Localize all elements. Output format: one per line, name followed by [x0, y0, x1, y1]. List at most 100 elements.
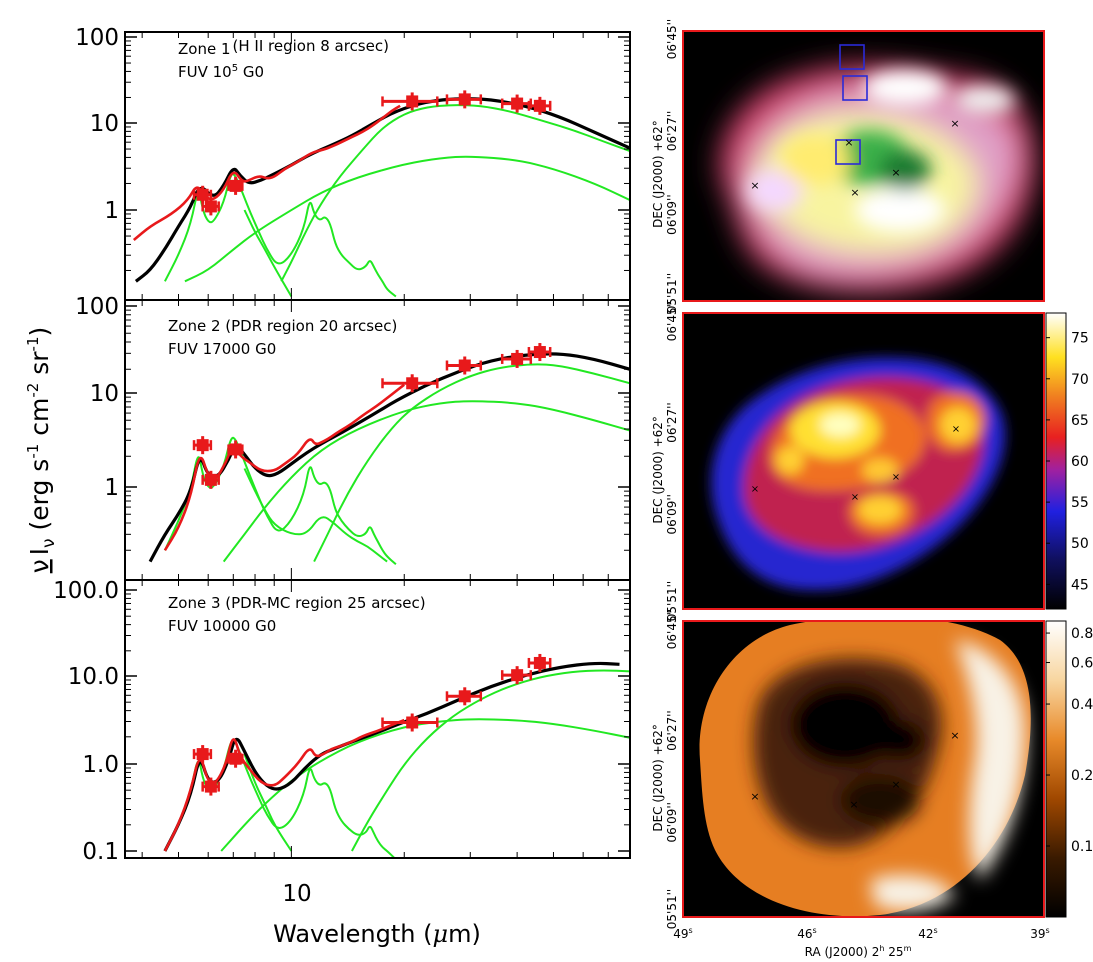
marker: ×	[849, 798, 858, 811]
y-tick-label: 1	[104, 198, 119, 224]
y-tick-label: 10	[90, 111, 119, 137]
photometry-point	[527, 96, 552, 115]
series-pah_component	[163, 436, 397, 566]
marker: ×	[952, 424, 960, 435]
marker: ×	[844, 136, 853, 149]
y-tick-label: 1.0	[82, 752, 119, 778]
series-spectrum	[163, 718, 405, 852]
colorbar-temperature-label: 70	[1071, 372, 1089, 388]
dec-tick-label: 06'27''	[665, 402, 679, 442]
photometry-point	[381, 92, 439, 111]
dec-tick-label: 06'27''	[665, 710, 679, 750]
photometry-point	[445, 90, 483, 109]
marker: ×	[751, 484, 759, 495]
y-tick-label: 0.1	[82, 839, 119, 865]
photometry-point	[192, 436, 213, 455]
photometry-point	[500, 349, 533, 368]
dec-axes: 06'45'' 06'27'' 06'09'' 05'51'' DEC (J2000) …	[651, 19, 679, 929]
marker: ×	[891, 166, 900, 179]
series-stellar	[243, 753, 293, 852]
ra-axis: 49s 46s 42s 39s RA (J2000) 2h 25m	[673, 926, 1049, 959]
colorbar-tau-ticks: 0.8 0.6 0.4 0.2 0.1	[1046, 626, 1093, 855]
map-c-label: (c)	[688, 625, 708, 643]
photometry-point	[192, 185, 213, 204]
y-tick-label: 1	[104, 475, 119, 501]
photometry-point	[381, 713, 439, 732]
photometry-point	[227, 749, 244, 768]
marker: ×	[891, 778, 900, 791]
photometry-point	[201, 470, 220, 489]
dec-axis-label: DEC (J2000) +62°	[651, 416, 665, 524]
sed-x-axis-label: Wavelength (μm)	[273, 920, 481, 948]
photometry-point	[201, 197, 220, 216]
photometry-point	[445, 356, 483, 375]
map-b-markers: × × × ×	[751, 424, 960, 503]
marker: ×	[851, 492, 859, 503]
colorbar-tau-label: 0.8	[1071, 626, 1093, 642]
series-stochastic_grains	[220, 718, 630, 852]
colorbar-tau-label: 0.4	[1071, 697, 1093, 713]
y-tick-label: 100	[75, 294, 119, 320]
zone-1-fuv: FUV 105 G0	[178, 63, 264, 81]
photometry-point	[227, 176, 244, 195]
dec-tick-label: 06'45''	[665, 609, 679, 649]
marker: ×	[850, 186, 859, 199]
colorbar-tau	[1045, 620, 1067, 918]
marker: ×	[950, 117, 959, 130]
y-tick-label: 100.0	[53, 578, 119, 604]
series-total_model	[148, 352, 630, 563]
y-tick-label: 100	[75, 25, 119, 51]
y-tick-label: 10.0	[68, 664, 119, 690]
series-pah_component	[164, 173, 397, 298]
photometry-point	[527, 653, 552, 672]
zone-1-title: Zone 1 (H II region 8 arcsec)	[178, 37, 389, 58]
map-a-image	[719, 64, 1036, 293]
dec-axis-label: DEC (J2000) +62°	[651, 724, 665, 832]
dec-tick-label: 06'09''	[665, 494, 679, 534]
dec-tick-label: 05'51''	[665, 581, 679, 621]
zone-3-title: Zone 3 (PDR-MC region 25 arcsec)	[168, 594, 426, 612]
series-big_grains	[313, 363, 630, 563]
photometry-point	[227, 440, 244, 459]
y-tick-label: 10	[90, 381, 119, 407]
photometry-point	[192, 745, 213, 764]
colorbar-tau-label: 0.6	[1071, 656, 1093, 672]
series-stochastic_grains	[222, 400, 630, 563]
series-spectrum	[132, 104, 401, 241]
dec-tick-label: 05'51''	[665, 889, 679, 929]
marker: ×	[750, 179, 759, 192]
map-panel-a: × × × × × (a)	[682, 30, 1045, 302]
map-a-frame	[682, 30, 1045, 302]
dec-tick-label: 05'51''	[665, 273, 679, 313]
marker: ×	[750, 790, 759, 803]
sed-y-axis-label: νIν (erg s-1 cm-2 sr-1)	[24, 327, 59, 574]
zone-2-title: Zone 2 (PDR region 20 arcsec)	[168, 317, 397, 335]
dec-tick-label: 06'09''	[665, 802, 679, 842]
colorbar-temperature-label: 55	[1071, 495, 1089, 511]
map-panel-c: × × × × (c) τ 0.8 0.6 0.4 0.2 0.1	[682, 620, 1093, 918]
zone-2-fuv: FUV 17000 G0	[168, 340, 276, 358]
sed-panel-zone-2: 100 10 1 Zone 2 (PDR region 20 arcsec) FUV…	[75, 294, 631, 581]
dec-tick-label: 06'09''	[665, 194, 679, 234]
colorbar-temperature-ticks: 75 70 65 60 55 50 45	[1046, 331, 1089, 593]
photometry-point	[445, 687, 483, 706]
ra-tick-42s: 42s	[918, 926, 937, 941]
region-box-2	[842, 75, 868, 101]
region-box-3	[835, 139, 861, 165]
photometry-point	[201, 777, 220, 796]
dec-tick-label: 06'45''	[665, 301, 679, 341]
series-big_grains	[280, 104, 630, 282]
map-a-markers: × × × × ×	[750, 117, 959, 199]
map-c-image	[699, 621, 1031, 917]
map-c-markers: × × × ×	[750, 729, 959, 811]
ra-tick-39s: 39s	[1030, 926, 1049, 941]
map-b-frame	[682, 312, 1045, 610]
series-spectrum	[163, 383, 405, 551]
map-b-image	[711, 357, 1006, 591]
series-big_grains	[351, 669, 630, 852]
dec-tick-label: 06'45''	[665, 19, 679, 59]
sed-panel-zone-3: 100.0 10.0 1.0 0.1 Zone 3 (PDR-MC region 25…	[53, 578, 631, 865]
region-box-1	[839, 44, 865, 70]
zone-3-fuv: FUV 10000 G0	[168, 617, 276, 635]
